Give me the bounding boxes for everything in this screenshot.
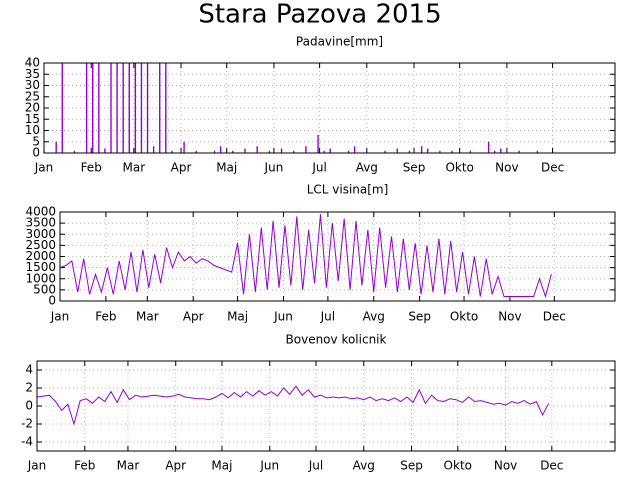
plot-frame xyxy=(59,211,616,302)
x-tick-label: Feb xyxy=(74,459,95,473)
x-tick-label: Jan xyxy=(27,459,47,473)
x-tick-label: Mar xyxy=(117,459,140,473)
y-tick-label: -2 xyxy=(21,417,33,431)
y-tick-label: -4 xyxy=(21,435,33,449)
x-tick-label: Jul xyxy=(311,161,326,175)
x-tick-label: Dec xyxy=(543,310,566,324)
x-tick-label: Okto xyxy=(445,161,473,175)
y-tick-label: 1500 xyxy=(25,260,56,274)
y-tick-label: 30 xyxy=(25,78,40,92)
y-tick-label: 4000 xyxy=(25,205,56,219)
x-tick-label: Feb xyxy=(95,310,116,324)
main-title: Stara Pazova 2015 xyxy=(198,0,441,30)
panel-title: Bovenov kolicnik xyxy=(286,333,387,347)
x-tick-label: Feb xyxy=(81,161,102,175)
y-tick-label: 500 xyxy=(33,282,56,296)
x-tick-label: Okto xyxy=(450,310,478,324)
x-tick-label: Sep xyxy=(403,161,426,175)
y-tick-label: 15 xyxy=(25,112,40,126)
x-tick-label: Mar xyxy=(136,310,159,324)
x-tick-label: Okto xyxy=(444,459,472,473)
x-tick-label: Jun xyxy=(273,310,293,324)
x-tick-label: Jul xyxy=(308,459,323,473)
y-tick-label: 2 xyxy=(25,381,33,395)
plot-area xyxy=(60,214,552,299)
x-tick-label: Apr xyxy=(171,161,192,175)
y-tick-label: 2000 xyxy=(25,249,56,263)
x-tick-label: Maj xyxy=(216,161,237,175)
x-tick-label: Jan xyxy=(50,310,70,324)
x-tick-label: Dec xyxy=(540,459,563,473)
y-tick-label: 3500 xyxy=(25,216,56,230)
y-tick-label: 0 xyxy=(48,294,56,308)
x-tick-label: Sep xyxy=(400,459,423,473)
x-tick-label: Maj xyxy=(211,459,232,473)
y-tick-label: 3000 xyxy=(25,227,56,241)
x-tick-label: Nov xyxy=(498,310,521,324)
y-tick-label: 0 xyxy=(32,146,40,160)
x-tick-label: Jun xyxy=(259,459,279,473)
y-tick-label: 40 xyxy=(25,56,40,70)
plot-area xyxy=(37,385,550,426)
x-tick-label: Jun xyxy=(264,161,284,175)
x-tick-label: Jul xyxy=(320,310,335,324)
x-tick-label: Maj xyxy=(227,310,248,324)
plot-frame xyxy=(43,62,616,154)
y-tick-label: 25 xyxy=(25,89,40,103)
y-tick-label: 0 xyxy=(25,399,33,413)
data-line xyxy=(60,214,552,299)
y-tick-label: 5 xyxy=(32,134,40,148)
x-tick-label: Mar xyxy=(123,161,146,175)
x-tick-label: Sep xyxy=(408,310,431,324)
x-tick-label: Apr xyxy=(165,459,186,473)
x-tick-label: Apr xyxy=(183,310,204,324)
y-tick-label: 2500 xyxy=(25,238,56,252)
x-tick-label: Nov xyxy=(495,161,518,175)
x-tick-label: Avg xyxy=(363,310,385,324)
x-tick-label: Dec xyxy=(541,161,564,175)
plot-area xyxy=(44,63,539,153)
y-tick-label: 1000 xyxy=(25,271,56,285)
x-tick-label: Avg xyxy=(353,459,375,473)
panel-title: LCL visina[m] xyxy=(307,183,389,197)
y-tick-label: 35 xyxy=(25,67,40,81)
y-tick-label: 10 xyxy=(25,123,40,137)
y-tick-label: 20 xyxy=(25,101,40,115)
x-tick-label: Jan xyxy=(34,161,54,175)
panel-title: Padavine[mm] xyxy=(296,35,383,49)
x-tick-label: Nov xyxy=(494,459,517,473)
plot-frame xyxy=(36,360,616,452)
data-line xyxy=(37,385,550,426)
y-tick-label: 4 xyxy=(25,363,33,377)
x-tick-label: Avg xyxy=(356,161,378,175)
